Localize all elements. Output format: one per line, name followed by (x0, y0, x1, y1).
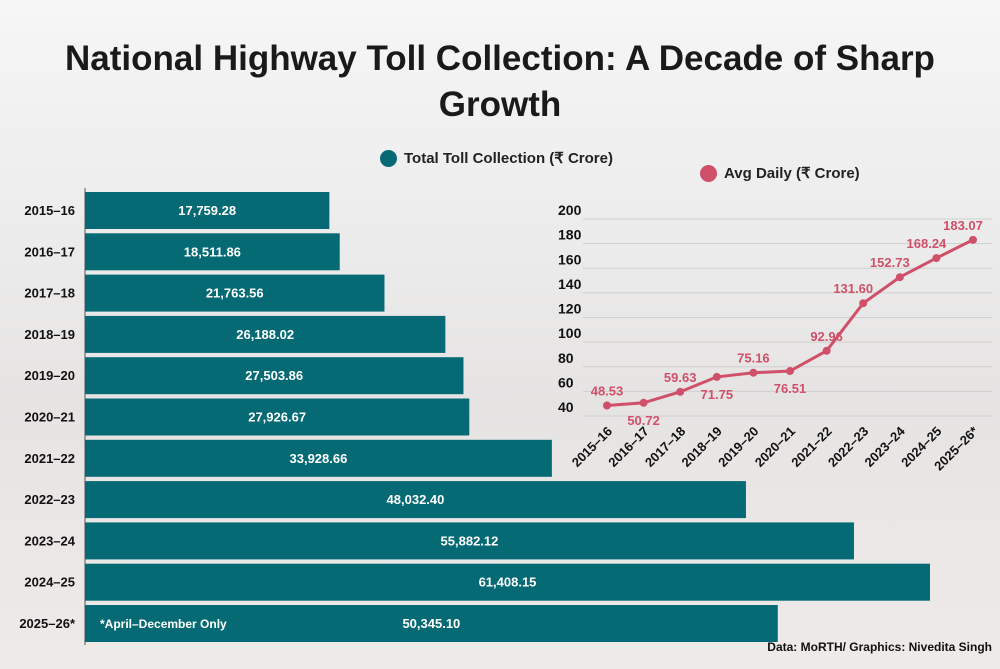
legend-label: Avg Daily (₹ Crore) (724, 165, 860, 182)
category-label: 2020–21 (24, 410, 75, 425)
bar (85, 233, 340, 271)
bar-label: 33,928.66 (290, 451, 348, 466)
bar-label: 50,345.10 (402, 616, 460, 631)
bar (85, 315, 446, 353)
legend-dot (380, 149, 397, 167)
bar (85, 274, 385, 312)
bar-label: 27,503.86 (245, 368, 303, 383)
bar-label: 17,759.28 (178, 203, 236, 218)
footnote: *April–December Only (100, 617, 227, 631)
bar-label: 27,926.67 (248, 410, 306, 425)
bar (85, 481, 746, 519)
y-tick-label: 140 (558, 276, 582, 292)
y-tick-label: 200 (558, 202, 582, 218)
y-tick-label: 160 (558, 251, 582, 267)
category-label: 2022–23 (24, 492, 75, 507)
bar (85, 192, 330, 229)
bar (85, 398, 470, 436)
legend-bar: Total Toll Collection (₹ Crore) (380, 149, 613, 167)
category-label: 2021–22 (24, 451, 75, 466)
bar-label: 18,511.86 (184, 244, 241, 259)
data-point (603, 401, 611, 410)
data-label: 75.16 (737, 351, 770, 366)
category-label: 2025–26* (19, 616, 76, 631)
legend-line: Avg Daily (₹ Crore) (700, 164, 860, 182)
y-tick-label: 100 (558, 325, 582, 341)
bar (85, 439, 552, 477)
data-point (749, 368, 758, 377)
y-tick-label: 180 (558, 227, 582, 243)
category-label: 2017–18 (24, 286, 75, 301)
data-label: 92.96 (810, 329, 843, 344)
bar (85, 563, 930, 601)
y-tick-label: 40 (558, 399, 574, 415)
data-label: 50.72 (627, 413, 660, 428)
y-tick-label: 120 (558, 301, 582, 317)
category-label: 2018–19 (24, 327, 75, 342)
data-point (895, 273, 904, 282)
category-label: 2023–24 (24, 533, 75, 548)
data-label: 59.63 (664, 370, 697, 385)
data-point (932, 254, 941, 263)
data-label: 152.73 (870, 255, 910, 270)
data-label: 168.24 (907, 236, 948, 251)
category-label: 2024–25 (24, 575, 75, 590)
data-point (969, 235, 977, 244)
bar-label: 55,882.12 (441, 533, 499, 548)
data-point (786, 367, 794, 376)
data-point (712, 372, 721, 381)
chart-title: National Highway Toll Collection: A Deca… (65, 39, 935, 124)
data-label: 183.07 (943, 218, 983, 233)
legend-dot (700, 164, 717, 182)
data-point (859, 299, 868, 308)
data-label: 48.53 (591, 383, 624, 398)
bar (85, 605, 778, 642)
category-label: 2019–20 (24, 368, 75, 383)
bar-label: 21,763.56 (206, 286, 264, 301)
data-label: 131.60 (833, 281, 873, 296)
data-point (822, 346, 831, 355)
data-point (676, 387, 685, 396)
bar (85, 357, 464, 395)
y-tick-label: 60 (558, 374, 574, 390)
category-label: 2015–16 (24, 203, 75, 218)
data-point (639, 398, 648, 407)
category-label: 2016–17 (24, 244, 75, 259)
bar-label: 61,408.15 (479, 575, 537, 590)
data-label: 76.51 (774, 381, 807, 396)
data-label: 71.75 (701, 387, 734, 402)
bar-label: 48,032.40 (387, 492, 445, 507)
legend-label: Total Toll Collection (₹ Crore) (404, 150, 613, 167)
source-credit: Data: MoRTH/ Graphics: Nivedita Singh (767, 640, 992, 654)
bar-label: 26,188.02 (236, 327, 294, 342)
y-tick-label: 80 (558, 350, 574, 366)
bar (85, 522, 854, 560)
